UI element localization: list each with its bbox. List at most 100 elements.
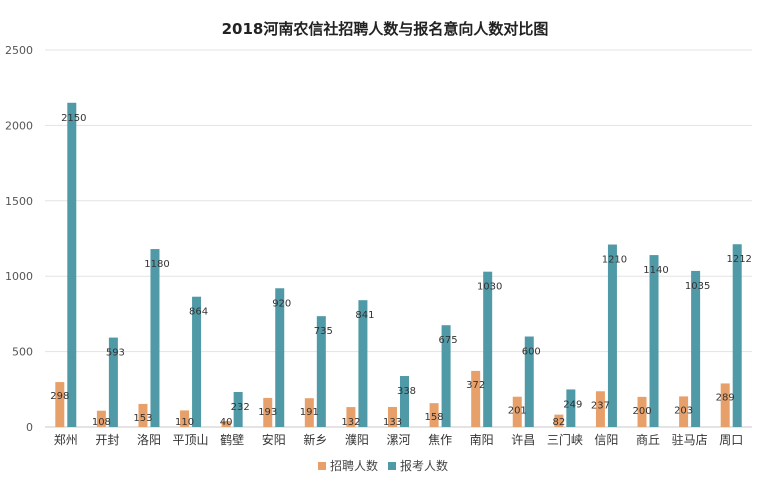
bar-recruit: [679, 396, 689, 427]
x-category-label: 新乡: [303, 432, 327, 447]
bar-recruit: [512, 396, 522, 427]
data-label-applicants: 232: [231, 402, 250, 413]
y-tick-label: 1500: [5, 195, 33, 208]
x-category-label: 濮阳: [345, 432, 369, 447]
data-label-recruit: 200: [632, 406, 651, 417]
bar-applicants: [192, 296, 202, 427]
legend-label-applicants: 报考人数: [400, 458, 448, 473]
data-label-applicants: 1140: [643, 265, 668, 276]
legend-swatch-recruit: [318, 462, 326, 470]
data-label-recruit: 110: [175, 417, 194, 428]
bar-applicants: [732, 244, 742, 427]
bar-recruit: [720, 383, 730, 427]
x-category-label: 平顶山: [173, 433, 209, 447]
legend: 招聘人数 报考人数: [318, 458, 448, 473]
bar-recruit: [346, 407, 356, 427]
bar-applicants: [233, 392, 243, 427]
data-label-applicants: 1030: [477, 282, 502, 293]
data-labels: 298 2150 108 593 153 1180 110 864 40 232 193 920 191…: [50, 113, 752, 428]
bar-recruit: [429, 403, 439, 427]
legend-label-recruit: 招聘人数: [330, 458, 378, 473]
x-category-label: 焦作: [428, 433, 452, 447]
x-axis-categories: 郑州 开封 洛阳 平顶山 鹤壁 安阳 新乡 濮阳 漯河 焦作 南阳 许昌 三门峡 信阳 商丘 驻马店 周口: [54, 432, 743, 447]
bar-applicants: [275, 288, 285, 427]
bar-recruit: [180, 410, 190, 427]
bar-applicants: [358, 300, 368, 427]
data-label-recruit: 108: [92, 417, 111, 428]
bar-recruit: [637, 396, 647, 427]
data-label-applicants: 675: [439, 335, 458, 346]
data-label-applicants: 1212: [726, 254, 751, 265]
bar-applicants: [67, 102, 77, 427]
y-tick-label: 0: [26, 421, 33, 434]
data-label-applicants: 338: [397, 386, 416, 397]
bar-applicants: [316, 316, 326, 427]
data-label-recruit: 132: [341, 417, 360, 428]
data-label-recruit: 193: [258, 407, 277, 418]
x-category-label: 南阳: [470, 432, 494, 447]
data-label-applicants: 841: [355, 310, 374, 321]
x-category-label: 开封: [95, 433, 119, 447]
data-label-recruit: 133: [383, 417, 402, 428]
data-label-recruit: 82: [552, 417, 565, 428]
bar-applicants: [566, 389, 576, 427]
x-category-label: 洛阳: [137, 432, 161, 447]
x-category-label: 许昌: [511, 433, 535, 447]
x-category-label: 安阳: [262, 432, 286, 447]
x-category-label: 漯河: [386, 433, 410, 447]
bar-applicants: [607, 244, 617, 427]
data-label-applicants: 2150: [61, 113, 86, 124]
data-label-recruit: 191: [300, 407, 319, 418]
data-label-recruit: 298: [50, 391, 69, 402]
x-category-label: 信阳: [594, 433, 618, 447]
data-label-recruit: 40: [220, 417, 233, 428]
bar-recruit: [138, 403, 148, 427]
y-tick-label: 1000: [5, 270, 33, 283]
y-axis-ticks: 0 500 1000 1500 2000 2500: [5, 44, 33, 434]
x-category-label: 周口: [719, 433, 743, 447]
y-tick-label: 2500: [5, 44, 33, 57]
y-tick-label: 2000: [5, 119, 33, 132]
bar-recruit: [304, 398, 314, 427]
x-category-label: 商丘: [636, 432, 660, 447]
x-category-label: 鹤壁: [220, 432, 244, 447]
bar-recruit: [221, 420, 231, 427]
data-label-recruit: 158: [425, 412, 444, 423]
data-label-applicants: 593: [106, 348, 125, 359]
bar-recruit: [55, 382, 65, 427]
bar-applicants: [441, 325, 451, 427]
bar-recruit: [96, 410, 106, 427]
x-category-label: 郑州: [54, 432, 78, 447]
bar-recruit: [471, 370, 481, 427]
data-label-recruit: 289: [716, 392, 735, 403]
data-label-applicants: 1210: [602, 255, 627, 266]
data-label-recruit: 237: [591, 400, 610, 411]
bar-applicants: [483, 271, 493, 427]
data-label-applicants: 864: [189, 307, 208, 318]
data-label-applicants: 600: [522, 347, 541, 358]
y-tick-label: 500: [12, 346, 33, 359]
bar-recruit: [263, 397, 273, 427]
x-category-label: 三门峡: [547, 432, 583, 447]
bar-applicants: [108, 337, 118, 427]
bar-recruit: [554, 414, 564, 427]
data-label-applicants: 1180: [144, 259, 169, 270]
chart-title: 2018河南农信社招聘人数与报名意向人数对比图: [222, 20, 549, 38]
legend-swatch-applicants: [388, 462, 396, 470]
bar-recruit: [388, 406, 397, 427]
grid-lines: [45, 49, 752, 428]
data-label-applicants: 735: [314, 326, 333, 337]
bar-applicants: [649, 255, 659, 427]
bar-applicants: [524, 336, 534, 427]
bar-recruit: [595, 391, 605, 427]
data-label-applicants: 249: [563, 399, 582, 410]
data-label-applicants: 920: [272, 298, 291, 309]
bar-applicants: [400, 376, 409, 427]
data-label-recruit: 372: [466, 380, 485, 391]
x-category-label: 驻马店: [672, 432, 708, 447]
bars: [55, 102, 742, 427]
data-label-recruit: 203: [674, 405, 693, 416]
bar-applicants: [150, 249, 160, 427]
data-label-recruit: 201: [508, 406, 527, 417]
